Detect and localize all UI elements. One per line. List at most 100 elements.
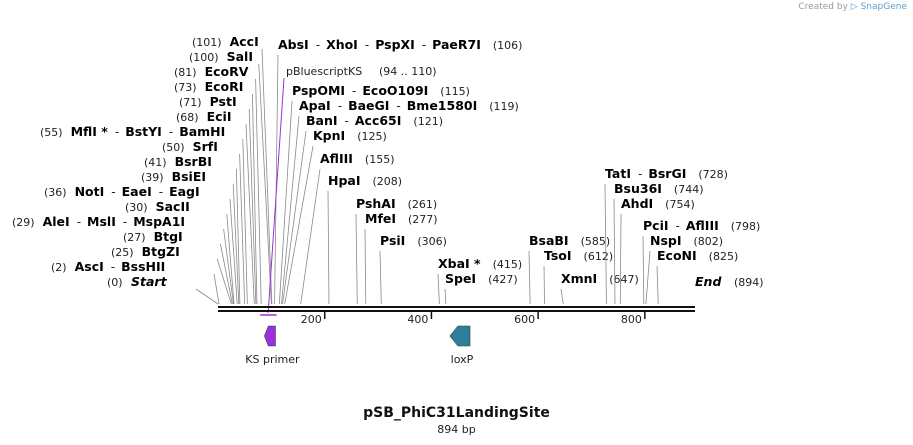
end-label: End xyxy=(695,274,722,289)
axis-tick-label-600: 600 xyxy=(514,313,535,326)
site-ecii-leader-line xyxy=(245,123,255,305)
site-apai-leader-line xyxy=(281,115,300,305)
site-bsrbi-name-bsrbi: BsrBI xyxy=(175,154,212,169)
site-mfli-separator: - xyxy=(169,125,173,139)
site-spei-name-spei: SpeI xyxy=(445,271,476,286)
site-pshai-position: (261) xyxy=(408,198,438,211)
site-btgi-name-btgi: BtgI xyxy=(154,229,183,244)
site-bani-name-bani: BanI xyxy=(306,113,338,128)
site-bsiei-leader-line xyxy=(232,183,240,305)
primer-binding-leader xyxy=(267,77,285,314)
site-alei-leader-line xyxy=(223,228,234,305)
site-ecorv-name-ecorv: EcoRV xyxy=(205,64,249,79)
site-ahdi-leader-line xyxy=(619,213,622,305)
axis-tick-label-800: 800 xyxy=(621,313,642,326)
site-bsabi-name-bsabi: BsaBI xyxy=(529,233,569,248)
site-asci-name-asci: AscI xyxy=(75,259,104,274)
start-position: (0) xyxy=(107,276,123,289)
site-sali-name-sali: SalI xyxy=(227,49,253,64)
site-bsu36i-name-bsu36i: Bsu36I xyxy=(614,181,662,196)
site-econi-position: (825) xyxy=(709,250,739,263)
site-absi-name-pspxi: PspXI xyxy=(375,37,415,52)
site-bsu36i-leader-line xyxy=(613,198,616,305)
credit-text: Created by xyxy=(798,2,848,12)
site-tati-separator: - xyxy=(638,167,642,181)
site-mfli-separator: - xyxy=(115,125,119,139)
site-xbai-leader-line xyxy=(437,273,440,305)
site-kpni-name-kpni: KpnI xyxy=(313,128,345,143)
site-econi-leader-line xyxy=(656,265,659,305)
credit-app: SnapGene xyxy=(860,2,907,12)
site-mfli-name-mfli: MflI * xyxy=(71,124,109,139)
site-mfei-leader-line xyxy=(364,228,367,305)
site-bani-separator: - xyxy=(345,114,349,128)
site-psii-position: (306) xyxy=(417,235,447,248)
site-afliii-position: (155) xyxy=(365,153,395,166)
snapgene-credit: Created by ▷ SnapGene xyxy=(798,2,907,12)
site-spei-leader-line xyxy=(444,288,447,305)
site-sacii-name-sacii: SacII xyxy=(156,199,190,214)
axis-tick-label-200: 200 xyxy=(301,313,322,326)
site-pcii-separator: - xyxy=(676,219,680,233)
site-ecori-name-ecori: EcoRI xyxy=(205,79,244,94)
site-tati-position: (728) xyxy=(698,168,728,181)
feature-ks-primer-arrow xyxy=(264,325,276,347)
site-hpai-leader-line xyxy=(327,190,330,305)
site-bsiei-position: (39) xyxy=(141,171,164,184)
site-pshai-leader-line xyxy=(355,213,358,305)
site-noti-name-noti: NotI xyxy=(75,184,105,199)
site-pcii-name-afliii: AflIII xyxy=(686,218,719,233)
site-mfli-name-bstyi: BstYI xyxy=(125,124,162,139)
site-noti-leader-line xyxy=(229,198,238,305)
site-pspomi-leader-line xyxy=(278,100,293,305)
site-noti-name-eagi: EagI xyxy=(169,184,200,199)
site-srfi-leader-line xyxy=(239,153,246,305)
site-afliii-leader-line xyxy=(300,168,321,305)
site-btgi-leader-line xyxy=(220,243,233,305)
site-alei-position: (29) xyxy=(12,216,35,229)
site-psii-name-psii: PsiI xyxy=(380,233,405,248)
snapgene-logo-icon: ▷ xyxy=(850,2,858,12)
site-sali-leader-line xyxy=(258,63,272,305)
site-mfei-name-mfei: MfeI xyxy=(365,211,396,226)
site-pcii-name-pcii: PciI xyxy=(643,218,669,233)
site-tati-leader-line xyxy=(604,183,607,305)
site-mfli-name-bamhi: BamHI xyxy=(179,124,225,139)
site-pspomi-name-pspomi: PspOMI xyxy=(292,83,345,98)
site-apai-separator: - xyxy=(396,99,400,113)
site-apai-name-baegi: BaeGI xyxy=(348,98,389,113)
site-tati-name-tati: TatI xyxy=(605,166,631,181)
site-bsrbi-position: (41) xyxy=(144,156,167,169)
site-psti-position: (71) xyxy=(179,96,202,109)
site-noti-separator: - xyxy=(111,185,115,199)
primer-binding-range: (94 .. 110) xyxy=(379,65,437,78)
site-tsoi-leader-line xyxy=(543,265,545,305)
site-xbai-name-xbai: XbaI * xyxy=(438,256,481,271)
site-noti-separator: - xyxy=(159,185,163,199)
site-apai-name-bme1580i: Bme1580I xyxy=(407,98,477,113)
site-kpni-position: (125) xyxy=(357,130,387,143)
site-kpni-leader-line xyxy=(284,145,314,305)
site-absi-separator: - xyxy=(422,38,426,52)
site-acci-name-acci: AccI xyxy=(230,34,259,49)
site-asci-leader-line xyxy=(213,273,220,305)
site-apai-name-apai: ApaI xyxy=(299,98,331,113)
site-xmni-leader-line xyxy=(560,288,564,305)
site-alei-separator: - xyxy=(77,215,81,229)
site-asci-name-bsshii: BssHII xyxy=(121,259,165,274)
site-ecii-name-ecii: EciI xyxy=(207,109,232,124)
site-acci-position: (101) xyxy=(192,36,222,49)
site-noti-position: (36) xyxy=(44,186,67,199)
site-ahdi-position: (754) xyxy=(665,198,695,211)
site-absi-name-absi: AbsI xyxy=(278,37,309,52)
site-bani-name-acc65i: Acc65I xyxy=(355,113,402,128)
site-apai-position: (119) xyxy=(489,100,519,113)
end-position: (894) xyxy=(734,276,764,289)
site-bsrbi-leader-line xyxy=(236,168,241,305)
site-mfli-leader-line xyxy=(242,138,248,305)
site-asci-separator: - xyxy=(111,260,115,274)
site-absi-name-xhoi: XhoI xyxy=(326,37,358,52)
site-afliii-name-afliii: AflIII xyxy=(320,151,353,166)
site-pshai-name-pshai: PshAI xyxy=(356,196,396,211)
site-bsu36i-position: (744) xyxy=(674,183,704,196)
